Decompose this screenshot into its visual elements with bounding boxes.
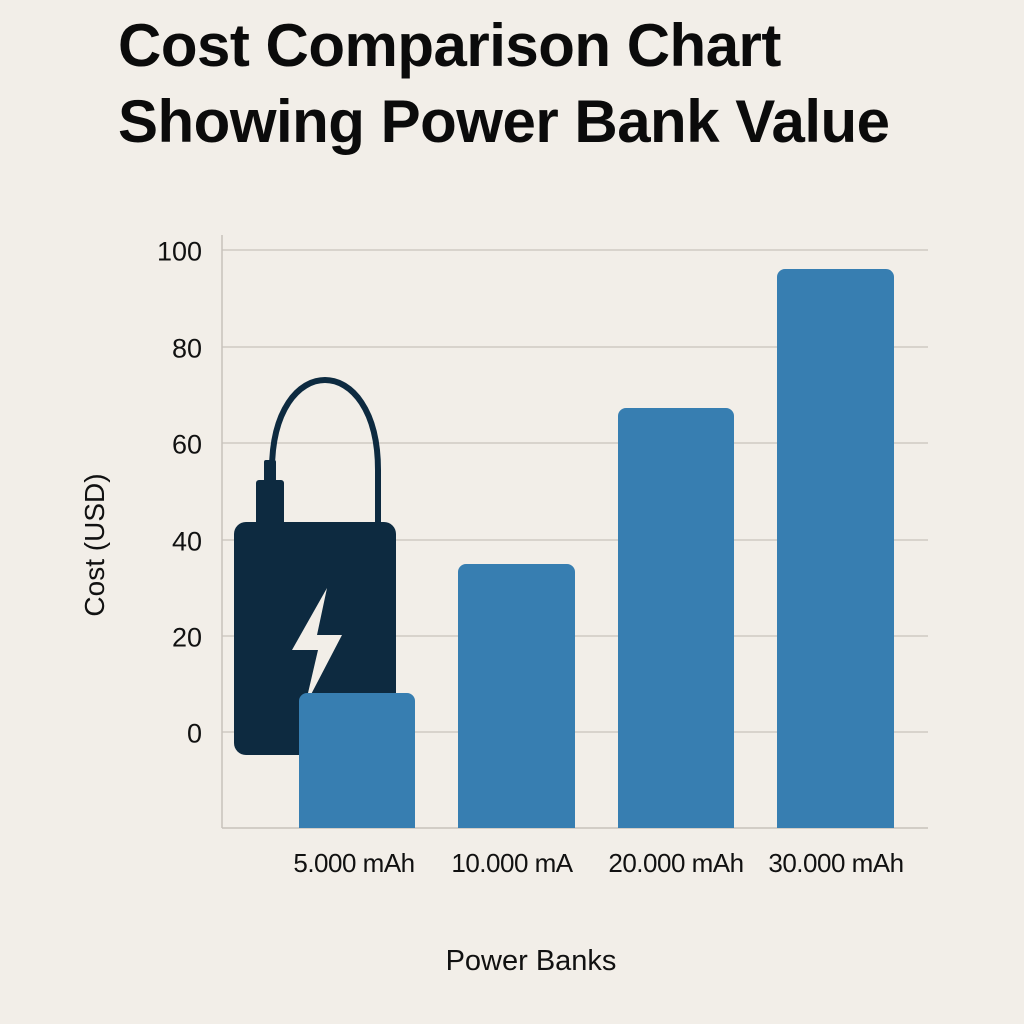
- chart-title-line-1: Cost Comparison Chart: [118, 12, 781, 79]
- chart-title: Cost Comparison Chart Showing Power Bank…: [118, 8, 998, 160]
- y-tick-20: 20: [171, 622, 202, 653]
- x-axis-label: Power Banks: [445, 945, 617, 977]
- y-tick-60: 60: [171, 429, 202, 460]
- y-tick-100: 100: [156, 236, 202, 267]
- bar-10000ma: [458, 564, 575, 828]
- bars: [299, 269, 894, 828]
- y-axis-label: Cost (USD): [79, 473, 110, 617]
- y-tick-80: 80: [171, 333, 202, 364]
- x-tick-5000mah: 5.000 mAh: [293, 848, 415, 878]
- y-tick-0: 0: [186, 718, 202, 749]
- x-tick-20000mah: 20.000 mAh: [608, 848, 744, 878]
- bar-5000mah: [299, 693, 415, 828]
- x-tick-10000ma: 10.000 mA: [451, 848, 573, 878]
- y-tick-40: 40: [171, 526, 202, 557]
- bar-20000mah: [618, 408, 734, 828]
- bar-30000mah: [777, 269, 894, 828]
- x-tick-30000mah: 30.000 mAh: [768, 848, 904, 878]
- chart-title-line-2: Showing Power Bank Value: [118, 88, 890, 155]
